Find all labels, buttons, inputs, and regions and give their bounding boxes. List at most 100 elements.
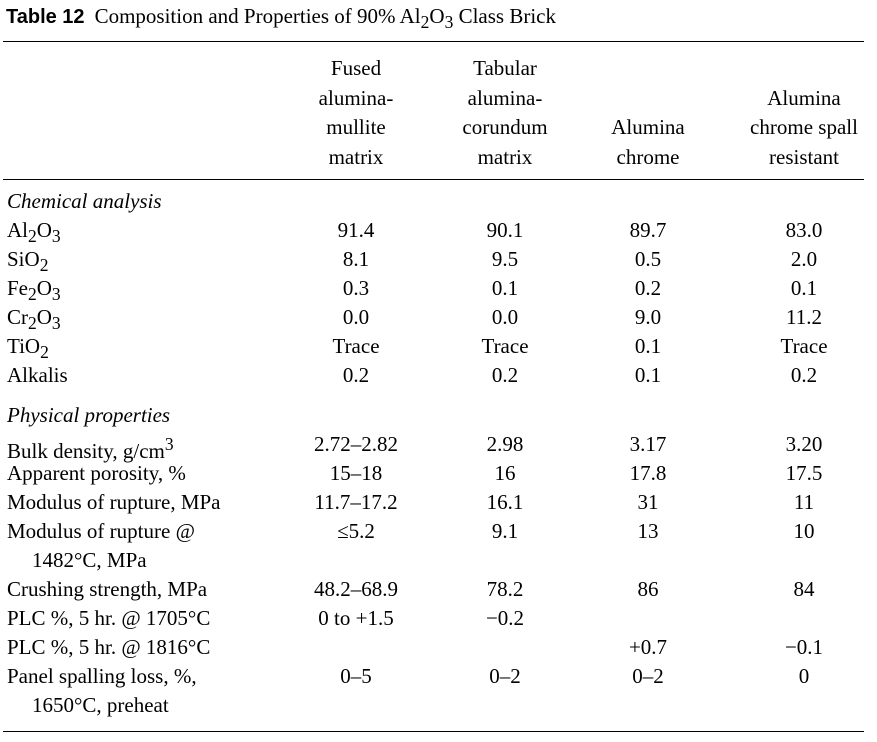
table-cell: Trace: [481, 334, 529, 358]
column-header-line: mullite: [326, 115, 386, 139]
table-cell: 0–2: [489, 664, 521, 688]
table-cell: 9.0: [634, 305, 662, 329]
table-cell: 10: [793, 519, 815, 543]
row-label: SiO2: [7, 247, 49, 276]
table-row: Alkalis 0.2 0.2 0.1 0.2: [0, 361, 877, 390]
table-title: Table 12 Composition and Properties of 90…: [6, 4, 556, 33]
table-cell: 0.1: [491, 276, 519, 300]
table-cell: 0.1: [790, 276, 818, 300]
table-cell: 2.98: [486, 432, 524, 456]
table-row: Bulk density, g/cm3 2.72–2.82 2.98 3.17 3.20: [0, 430, 877, 463]
column-header-line: alumina-: [318, 85, 394, 110]
table-cell: ≤5.2: [337, 519, 375, 543]
table-cell: −0.2: [485, 606, 525, 630]
table-cell: 86: [637, 577, 659, 601]
table-row: Modulus of rupture, MPa 11.7–17.2 16.1 31 11: [0, 488, 877, 517]
table-row: Apparent porosity, % 15–18 16 17.8 17.5: [0, 459, 877, 488]
column-header-line: resistant: [769, 144, 839, 169]
table-cell: Trace: [780, 334, 828, 358]
column-header-1: Fused alumina-mullite matrix: [286, 52, 426, 172]
table-cell: 0.0: [342, 305, 370, 329]
table-cell: 0.2: [491, 363, 519, 387]
table-cell: 11.7–17.2: [314, 490, 398, 514]
table-cell: 83.0: [785, 218, 823, 242]
table-cell: 11: [793, 490, 815, 514]
table-cell: 2.0: [790, 247, 818, 271]
table-cell: 0.2: [634, 276, 662, 300]
table-row: PLC %, 5 hr. @ 1705°C 0 to +1.5 −0.2: [0, 604, 877, 633]
table-cell: 48.2–68.9: [314, 577, 398, 601]
table-cell: 17.8: [629, 461, 667, 485]
table-cell: 31: [637, 490, 659, 514]
header-rule: [3, 179, 864, 180]
table-cell: 9.1: [491, 519, 519, 543]
bottom-rule: [3, 731, 864, 732]
row-label: PLC %, 5 hr. @ 1705°C: [7, 606, 211, 630]
table-row: Crushing strength, MPa 48.2–68.9 78.2 86 84: [0, 575, 877, 604]
table-cell: 91.4: [337, 218, 375, 242]
column-header-3: Alumina chrome: [593, 52, 703, 172]
column-header-4: Alumina chrome spall resistant: [729, 52, 877, 172]
row-label: Modulus of rupture @: [7, 519, 195, 543]
table-row: Al2O3 91.4 90.1 89.7 83.0: [0, 216, 877, 246]
row-label: Apparent porosity, %: [7, 461, 186, 485]
row-label: Bulk density, g/cm3: [7, 434, 174, 463]
table-row: SiO2 8.1 9.5 0.5 2.0: [0, 245, 877, 275]
column-header-line: Fused: [330, 56, 382, 80]
table-cell: 3.17: [629, 432, 667, 456]
table-cell: 0.1: [634, 334, 662, 358]
table-row: PLC %, 5 hr. @ 1816°C +0.7 −0.1: [0, 633, 877, 662]
table-row: Panel spalling loss, %, 1650°C, preheat 0–…: [0, 662, 877, 717]
table-cell: Trace: [332, 334, 380, 358]
table-cell: 17.5: [785, 461, 823, 485]
table-cell: 0–5: [340, 664, 372, 688]
table-cell: +0.7: [628, 635, 668, 659]
column-header-line: Alumina: [611, 115, 685, 139]
column-header-line: matrix: [328, 144, 384, 169]
table-cell: −0.1: [784, 635, 824, 659]
table-row: TiO2 Trace Trace 0.1 Trace: [0, 332, 877, 362]
table-cell: 9.5: [491, 247, 519, 271]
table-cell: 2.72–2.82: [314, 432, 398, 456]
row-label: Al2O3: [7, 218, 61, 247]
section-title-chemical: Chemical analysis: [7, 189, 162, 213]
table-cell: 0.2: [790, 363, 818, 387]
table-number: Table 12: [6, 6, 85, 28]
table-cell: 89.7: [629, 218, 667, 242]
column-header-line: chrome spall: [750, 115, 858, 139]
row-label: Cr2O3: [7, 305, 61, 334]
row-label: Fe2O3: [7, 276, 61, 305]
table-cell: 8.1: [342, 247, 370, 271]
table-cell: 0.3: [342, 276, 370, 300]
column-header-line: chrome: [616, 144, 680, 169]
row-label: Panel spalling loss, %,: [7, 664, 197, 688]
table-cell: 0.0: [491, 305, 519, 329]
table-cell: 90.1: [486, 218, 524, 242]
row-label-continuation: 1482°C, MPa: [32, 548, 147, 572]
table-cell: 16.1: [486, 490, 524, 514]
top-rule: [3, 41, 864, 42]
table-cell: 0: [798, 664, 810, 688]
row-label: PLC %, 5 hr. @ 1816°C: [7, 635, 211, 659]
column-header-line: Alumina: [767, 85, 841, 110]
table-cell: 13: [637, 519, 659, 543]
column-header-2: Tabular alumina-corundum matrix: [430, 52, 580, 172]
row-label: Modulus of rupture, MPa: [7, 490, 221, 514]
column-header-line: corundum: [462, 115, 548, 139]
section-title-physical: Physical properties: [7, 403, 171, 427]
table-row: Cr2O3 0.0 0.0 9.0 11.2: [0, 303, 877, 333]
table-cell: 3.20: [785, 432, 823, 456]
table-row: Fe2O3 0.3 0.1 0.2 0.1: [0, 274, 877, 304]
table-caption: Composition and Properties of 90% Al2O3 …: [94, 4, 556, 33]
table-cell: 0.2: [342, 363, 370, 387]
table-cell: 78.2: [486, 577, 524, 601]
table-cell: 0–2: [632, 664, 664, 688]
row-label: Crushing strength, MPa: [7, 577, 208, 601]
table-cell: 84: [793, 577, 815, 601]
table-cell: 0.5: [634, 247, 662, 271]
table-cell: 16: [494, 461, 516, 485]
table-cell: 11.2: [786, 305, 822, 329]
table-row: Modulus of rupture @ 1482°C, MPa ≤5.2 9.1 13…: [0, 517, 877, 572]
row-label: Alkalis: [7, 363, 68, 387]
row-label: TiO2: [7, 334, 49, 363]
